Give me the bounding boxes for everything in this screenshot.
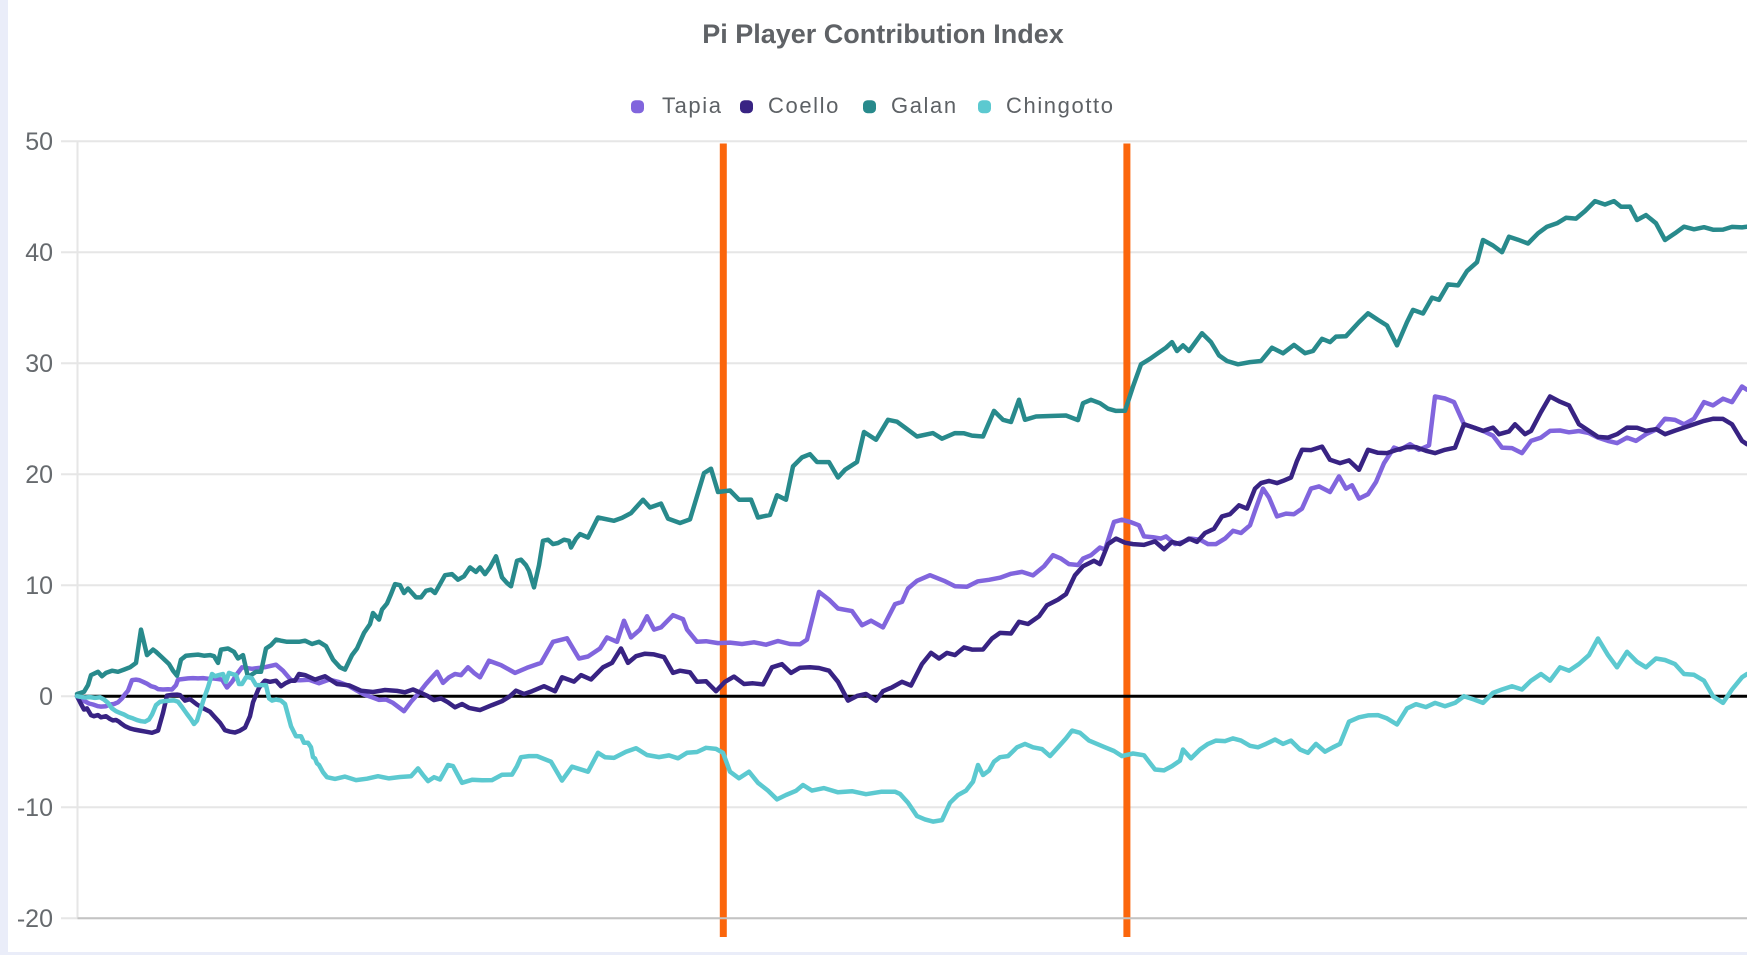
svg-text:-10: -10 <box>17 794 53 822</box>
svg-text:Coello: Coello <box>768 93 840 118</box>
svg-text:40: 40 <box>25 239 53 267</box>
svg-text:Tapia: Tapia <box>662 93 723 118</box>
svg-text:Chingotto: Chingotto <box>1006 93 1115 118</box>
svg-text:20: 20 <box>25 461 53 489</box>
svg-text:30: 30 <box>25 350 53 378</box>
svg-text:Galan: Galan <box>891 93 958 118</box>
svg-text:Pi Player Contribution Index: Pi Player Contribution Index <box>702 19 1064 49</box>
svg-text:50: 50 <box>25 128 53 156</box>
svg-text:10: 10 <box>25 572 53 600</box>
svg-text:0: 0 <box>39 683 53 711</box>
svg-text:-20: -20 <box>17 905 53 933</box>
